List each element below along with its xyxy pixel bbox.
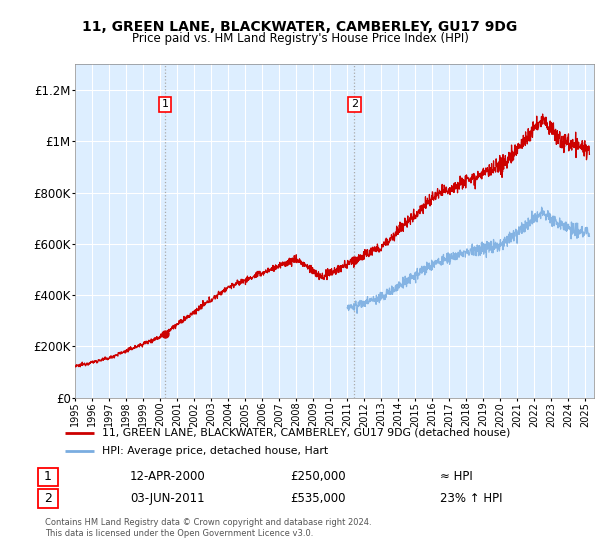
Text: Contains HM Land Registry data © Crown copyright and database right 2024.: Contains HM Land Registry data © Crown c… <box>45 518 371 527</box>
Text: Price paid vs. HM Land Registry's House Price Index (HPI): Price paid vs. HM Land Registry's House … <box>131 32 469 45</box>
Text: HPI: Average price, detached house, Hart: HPI: Average price, detached house, Hart <box>101 446 328 456</box>
Text: 2: 2 <box>44 492 52 505</box>
Text: £250,000: £250,000 <box>290 470 346 483</box>
Text: ≈ HPI: ≈ HPI <box>440 470 473 483</box>
Text: This data is licensed under the Open Government Licence v3.0.: This data is licensed under the Open Gov… <box>45 529 313 538</box>
Text: 03-JUN-2011: 03-JUN-2011 <box>130 492 205 505</box>
FancyBboxPatch shape <box>38 468 58 486</box>
Text: £535,000: £535,000 <box>290 492 346 505</box>
FancyBboxPatch shape <box>38 489 58 508</box>
Text: 11, GREEN LANE, BLACKWATER, CAMBERLEY, GU17 9DG: 11, GREEN LANE, BLACKWATER, CAMBERLEY, G… <box>82 20 518 34</box>
Text: 1: 1 <box>161 99 169 109</box>
Text: 11, GREEN LANE, BLACKWATER, CAMBERLEY, GU17 9DG (detached house): 11, GREEN LANE, BLACKWATER, CAMBERLEY, G… <box>101 428 510 437</box>
Text: 1: 1 <box>44 470 52 483</box>
Text: 2: 2 <box>351 99 358 109</box>
Text: 12-APR-2000: 12-APR-2000 <box>130 470 206 483</box>
Text: 23% ↑ HPI: 23% ↑ HPI <box>440 492 503 505</box>
